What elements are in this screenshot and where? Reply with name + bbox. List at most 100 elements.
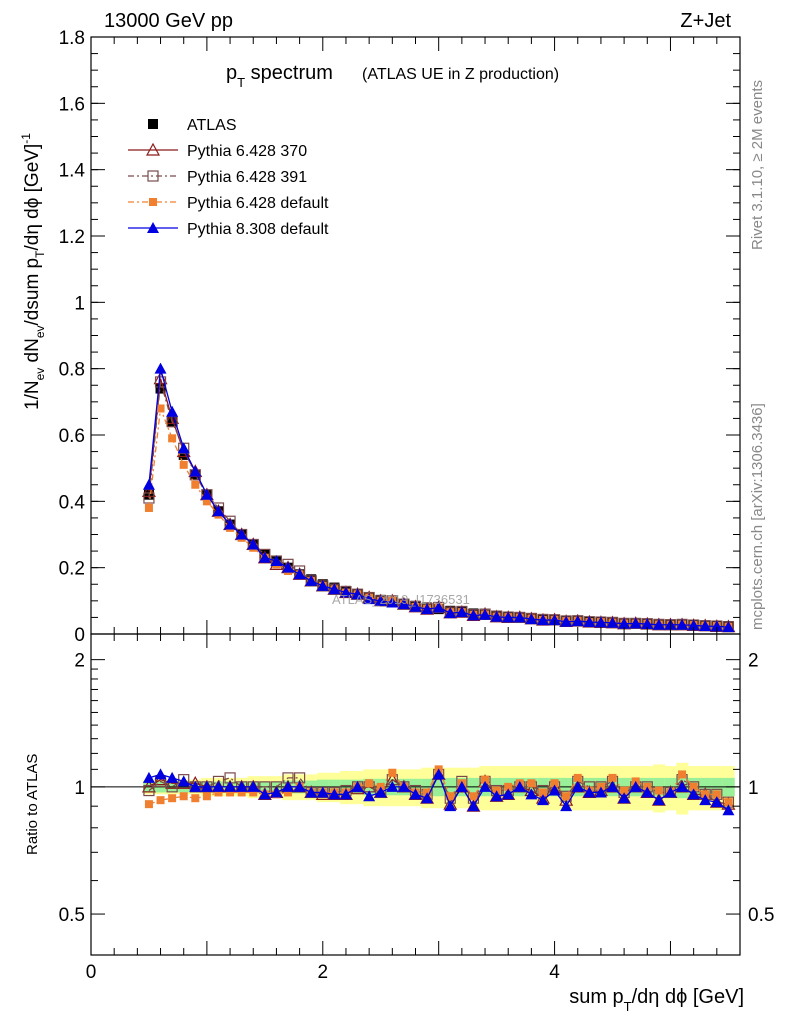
- point-p8def: [247, 538, 260, 550]
- ratio-point-p6def: [249, 788, 258, 797]
- legend-label-p370: Pythia 6.428 370: [187, 143, 307, 160]
- point-p8def: [293, 568, 306, 580]
- legend-marker-p8def: [147, 222, 159, 233]
- point-p8def: [444, 607, 457, 619]
- legend-label-p6def: Pythia 6.428 default: [187, 195, 329, 212]
- ratio-point-p8def: [374, 786, 387, 798]
- ratio-point-p8def: [247, 780, 260, 792]
- ratio-point-p8def: [664, 786, 677, 798]
- point-p8def: [571, 615, 584, 627]
- ratio-ytick-label: 2: [74, 651, 85, 672]
- point-p8def: [536, 614, 549, 626]
- ratio-point-p6def: [156, 796, 165, 805]
- ratio-point-p6def: [144, 800, 153, 809]
- ratio-point-p8def: [687, 788, 700, 800]
- point-p391: [154, 376, 167, 388]
- point-atlas: [178, 449, 189, 460]
- legend-label-atlas: ATLAS: [187, 117, 237, 134]
- ratio-point-p6def: [724, 798, 733, 807]
- ratio-point-p8def: [560, 800, 573, 812]
- ratio-point-p8def: [328, 788, 341, 800]
- point-p8def: [154, 362, 167, 374]
- point-p8def: [142, 478, 155, 490]
- series-line-p391: [148, 381, 729, 628]
- legend-marker-atlas: [148, 119, 158, 129]
- main-ytick-label: 0.6: [59, 426, 85, 447]
- legend-label-p391: Pythia 6.428 391: [187, 169, 307, 186]
- point-p8def: [177, 442, 190, 454]
- point-p8def: [258, 551, 271, 563]
- point-p8def: [397, 598, 410, 610]
- point-p6def: [156, 404, 165, 413]
- point-p8def: [455, 606, 468, 618]
- point-p6def: [179, 460, 188, 469]
- xtick-label: 2: [317, 962, 328, 983]
- point-p6def: [191, 480, 200, 489]
- point-p8def: [409, 600, 422, 612]
- point-p8def: [676, 618, 689, 630]
- point-p8def: [652, 618, 665, 630]
- ratio-point-p6def: [284, 788, 293, 797]
- ratio-ytick-label-right: 1: [748, 778, 759, 799]
- mcplots-label: mcplots.cern.ch [arXiv:1306.3436]: [749, 403, 766, 630]
- ratio-point-p8def: [513, 780, 526, 792]
- header-left: 13000 GeV pp: [104, 10, 233, 32]
- main-ytick-label: 1.8: [59, 28, 85, 49]
- ratio-point-p8def: [641, 786, 654, 798]
- ratio-point-p6def: [388, 768, 397, 777]
- ratio-point-p8def: [606, 780, 619, 792]
- ratio-point-p8def: [224, 780, 237, 792]
- point-p8def: [560, 615, 573, 627]
- ratio-point-p8def: [594, 786, 607, 798]
- point-p8def: [339, 586, 352, 598]
- ratio-point-p8def: [200, 780, 213, 792]
- point-p8def: [722, 621, 735, 633]
- ratio-point-p8def: [235, 780, 248, 792]
- rivet-label: Rivet 3.1.10, ≥ 2M events: [749, 80, 766, 250]
- ratio-point-p6def: [191, 794, 200, 803]
- ratio-ytick-label: 0.5: [59, 905, 85, 926]
- ratio-point-p6def: [562, 792, 571, 801]
- series-line-p8def: [148, 368, 729, 628]
- header-right: Z+Jet: [680, 10, 731, 32]
- ratio-point-p6def: [573, 773, 582, 782]
- ratio-point-p8def: [166, 771, 179, 783]
- series-line-p370: [148, 378, 729, 628]
- ratio-point-p8def: [479, 780, 492, 792]
- point-p8def: [583, 616, 596, 628]
- ratio-point-p8def: [421, 792, 434, 804]
- xtick-label: 0: [86, 962, 97, 983]
- ratio-point-p8def: [525, 788, 538, 800]
- ratio-point-p8def: [618, 792, 631, 804]
- main-ytick-label: 0.4: [59, 492, 86, 513]
- point-p8def: [502, 611, 515, 623]
- ratio-point-p8def: [293, 780, 306, 792]
- point-p8def: [224, 518, 237, 530]
- ratio-point-p8def: [502, 788, 515, 800]
- ratio-point-p6def: [469, 792, 478, 801]
- ratio-point-p8def: [270, 786, 283, 798]
- main-ytick-label: 1: [74, 293, 85, 314]
- point-p8def: [641, 618, 654, 630]
- ratio-ylabel: Ratio to ATLAS: [24, 754, 41, 855]
- ratio-point-p8def: [444, 800, 457, 812]
- ratio-point-p8def: [536, 794, 549, 806]
- point-p8def: [374, 594, 387, 606]
- main-ylabel: 1/Nev dNev/dsum pT/dη dϕ [GeV]-1: [19, 133, 47, 410]
- point-p8def: [166, 405, 179, 417]
- point-p8def: [618, 617, 631, 629]
- xtick-label: 4: [549, 962, 560, 983]
- point-p8def: [386, 596, 399, 608]
- point-p8def: [212, 505, 225, 517]
- ratio-point-p6def: [202, 792, 211, 801]
- main-panel: 0 0.2 0.4 0.6 0.8 1 1.2 1.4 1.6 1.8: [59, 28, 741, 646]
- ratio-point-p370: [141, 779, 156, 793]
- ratio-point-p8def: [305, 786, 318, 798]
- main-ytick-label: 1.6: [59, 94, 85, 115]
- point-p8def: [189, 465, 202, 477]
- point-p8def: [513, 611, 526, 623]
- ratio-point-p6def: [237, 788, 246, 797]
- plot-subtitle: (ATLAS UE in Z production): [362, 66, 559, 83]
- point-p8def: [606, 616, 619, 628]
- ratio-point-p8def: [189, 780, 202, 792]
